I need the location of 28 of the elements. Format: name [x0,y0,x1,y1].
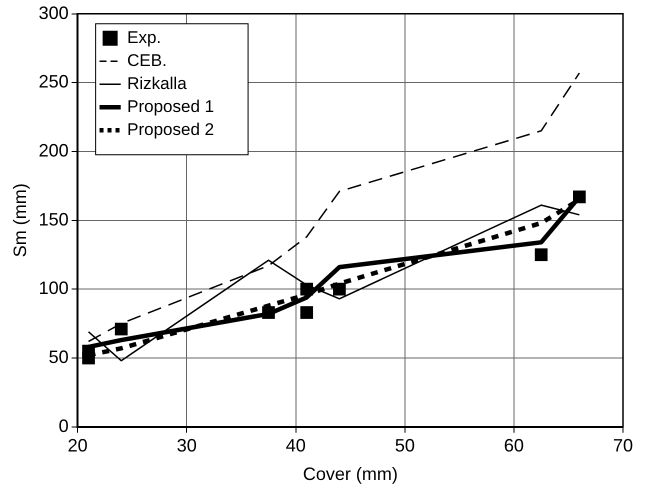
y-tick-label: 250 [38,72,69,92]
point [82,352,95,364]
x-tick-label: 50 [394,436,415,456]
y-tick-label: 100 [38,278,69,298]
point [300,282,314,296]
point [333,282,346,296]
legend-label: Proposed 1 [127,96,214,116]
legend-label: CEB. [127,50,167,70]
point [534,248,548,262]
y-axis-title: Sm (mm) [10,183,30,258]
y-tick-label: 50 [48,346,69,367]
y-tick-label: 150 [38,209,69,230]
legend-label: Proposed 2 [127,120,214,139]
y-tick-label: 0 [58,416,69,436]
legend-label: Rizkalla [127,74,188,93]
y-tick-label: 300 [38,2,69,23]
point [262,306,275,319]
y-tick-label: 200 [38,140,69,160]
point [573,190,586,204]
point [114,322,128,336]
x-axis-title: Cover (mm) [302,464,398,484]
legend-label: Exp. [127,28,162,47]
x-tick-label: 40 [286,436,306,456]
x-tick-label: 70 [612,436,634,456]
x-tick-label: 20 [68,436,88,456]
point [300,306,314,319]
x-tick-label: 60 [504,436,524,456]
x-tick-label: 30 [176,436,197,456]
